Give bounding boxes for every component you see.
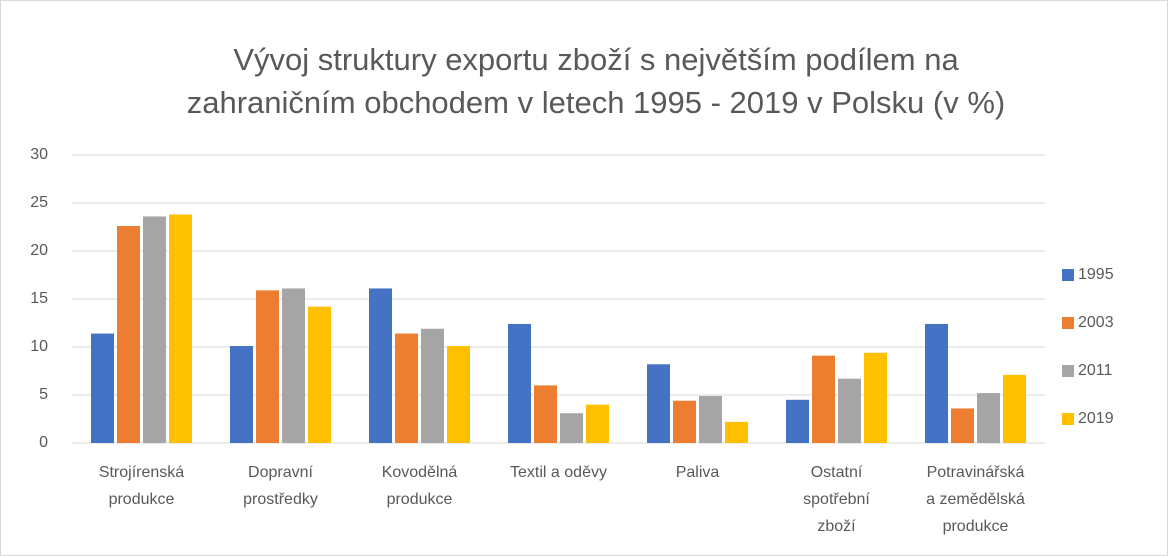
bar — [560, 413, 583, 443]
bar — [786, 399, 809, 443]
bar — [308, 306, 331, 443]
bar — [586, 404, 609, 443]
bar — [395, 333, 418, 443]
legend-label: 2019 — [1078, 410, 1114, 427]
bar — [534, 385, 557, 443]
y-tick-label: 30 — [30, 146, 48, 163]
legend-swatch — [1062, 365, 1074, 377]
bar — [1003, 374, 1026, 443]
legend-label: 1995 — [1078, 266, 1114, 283]
legend-label: 2011 — [1078, 362, 1113, 379]
bar — [256, 290, 279, 443]
bar — [673, 400, 696, 443]
bar — [508, 323, 531, 443]
bar — [812, 355, 835, 443]
bar — [951, 408, 974, 443]
y-tick-label: 5 — [39, 386, 48, 403]
bar — [447, 346, 470, 443]
x-tick-label: Strojírenská produkce — [99, 464, 184, 508]
bar — [699, 395, 722, 443]
bar — [169, 214, 192, 443]
y-tick-label: 25 — [30, 194, 48, 211]
x-tick-label: Kovodělná produkce — [382, 464, 458, 508]
x-tick-label: Paliva — [676, 464, 720, 481]
bar — [838, 378, 861, 443]
bar — [421, 328, 444, 443]
bar — [647, 364, 670, 443]
bar — [864, 352, 887, 443]
x-tick-label: Textil a oděvy — [510, 464, 607, 481]
bar — [282, 288, 305, 443]
chart-title: Vývoj struktury exportu zboží s největší… — [187, 42, 1005, 120]
bar — [91, 333, 114, 443]
y-tick-label: 15 — [30, 290, 48, 307]
bar — [725, 421, 748, 443]
bar — [369, 288, 392, 443]
bar — [925, 323, 948, 443]
legend-swatch — [1062, 269, 1074, 281]
legend-label: 2003 — [1078, 314, 1114, 331]
x-tick-label: Potravinářská a zemědělská produkce — [926, 464, 1025, 535]
y-tick-label: 20 — [30, 242, 48, 259]
y-tick-label: 10 — [30, 338, 48, 355]
bar — [117, 226, 140, 443]
legend-swatch — [1062, 317, 1074, 329]
x-tick-label: Ostatní spotřební zboží — [803, 464, 870, 535]
y-tick-label: 0 — [39, 434, 48, 451]
bar — [143, 216, 166, 443]
bar — [977, 393, 1000, 443]
x-tick-label: Dopravní prostředky — [243, 464, 318, 508]
legend-swatch — [1062, 413, 1074, 425]
bar — [230, 346, 253, 443]
